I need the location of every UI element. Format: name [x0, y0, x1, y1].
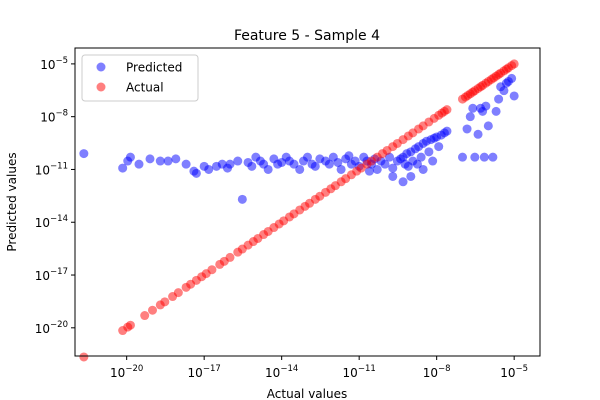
predicted-point — [428, 156, 438, 166]
predicted-point — [434, 142, 444, 152]
predicted-point — [336, 164, 346, 174]
x-tick-label: 10−20 — [110, 364, 143, 380]
predicted-point — [398, 177, 408, 187]
predicted-point — [468, 103, 478, 113]
predicted-point — [163, 156, 173, 166]
predicted-point — [263, 164, 273, 174]
predicted-point — [418, 164, 428, 174]
predicted-point — [247, 161, 257, 171]
predicted-point — [507, 73, 517, 83]
predicted-point — [364, 166, 374, 176]
predicted-point — [333, 157, 343, 167]
actual-point — [140, 311, 150, 321]
legend-box — [81, 54, 199, 102]
predicted-point — [204, 164, 214, 174]
predicted-point — [134, 159, 144, 169]
actual-point — [160, 297, 170, 307]
chart-title: Feature 5 - Sample 4 — [234, 28, 380, 44]
predicted-point — [458, 152, 467, 162]
predicted-point — [303, 152, 312, 162]
predicted-point — [406, 171, 416, 181]
actual-point — [79, 352, 89, 362]
predicted-point — [491, 106, 501, 116]
actual-point — [442, 105, 452, 115]
y-tick-label: 10−20 — [35, 320, 68, 336]
predicted-point — [324, 159, 334, 169]
predicted-point — [388, 171, 398, 181]
legend-label-predicted: Predicted — [126, 61, 182, 75]
x-tick-label: 10−14 — [265, 364, 298, 380]
predicted-point — [465, 112, 475, 122]
legend: Predicted Actual — [81, 54, 199, 102]
y-axis-label: Predicted values — [5, 152, 19, 251]
legend-marker-actual — [96, 82, 106, 92]
y-tick-label: 10−5 — [40, 56, 68, 72]
series-predicted — [79, 73, 519, 204]
x-tick-label: 10−8 — [423, 364, 451, 380]
actual-point — [148, 305, 157, 315]
predicted-point — [494, 94, 504, 104]
actual-point — [125, 320, 135, 330]
predicted-point — [191, 168, 201, 178]
predicted-point — [233, 156, 243, 166]
predicted-point — [442, 126, 452, 136]
predicted-point — [181, 159, 191, 169]
plot-frame — [74, 47, 541, 357]
x-tick-label: 10−17 — [188, 364, 221, 380]
y-tick-label: 10−8 — [40, 109, 68, 125]
actual-point — [509, 59, 519, 69]
predicted-point — [416, 152, 426, 162]
actual-point — [225, 252, 235, 262]
predicted-point — [488, 152, 498, 162]
predicted-point — [473, 129, 483, 139]
predicted-point — [310, 161, 320, 171]
y-tick-label: 10−14 — [35, 214, 68, 230]
predicted-point — [118, 163, 128, 173]
predicted-point — [479, 152, 489, 162]
predicted-point — [481, 101, 491, 111]
predicted-point — [237, 194, 247, 204]
points-layer — [79, 59, 519, 362]
predicted-point — [424, 147, 434, 157]
predicted-point — [499, 86, 509, 96]
predicted-point — [225, 159, 235, 169]
y-tick-label: 10−11 — [35, 161, 68, 177]
predicted-point — [470, 152, 480, 162]
predicted-point — [155, 156, 165, 166]
predicted-point — [79, 149, 89, 159]
predicted-point — [295, 164, 305, 174]
legend-marker-predicted — [96, 62, 106, 72]
predicted-point — [483, 121, 493, 131]
predicted-point — [171, 154, 181, 164]
predicted-point — [145, 154, 155, 164]
predicted-point — [412, 159, 422, 169]
predicted-point — [344, 151, 354, 161]
legend-label-actual: Actual — [126, 81, 164, 95]
predicted-point — [380, 159, 390, 169]
actual-point — [173, 288, 183, 298]
series-actual — [79, 59, 519, 362]
y-tick-label: 10−17 — [35, 267, 68, 283]
predicted-point — [509, 91, 519, 101]
x-tick-label: 10−11 — [343, 364, 376, 380]
predicted-point — [388, 163, 398, 173]
actual-point — [207, 265, 217, 275]
predicted-point — [289, 159, 299, 169]
x-tick-label: 10−5 — [500, 364, 528, 380]
predicted-point — [462, 124, 472, 134]
x-axis-label: Actual values — [267, 387, 347, 400]
ticks-layer: 10−20 10−17 10−14 10−11 10−8 10−5 10−20 10−17 10… — [35, 56, 528, 380]
predicted-point — [125, 152, 135, 162]
predicted-point — [372, 164, 382, 174]
